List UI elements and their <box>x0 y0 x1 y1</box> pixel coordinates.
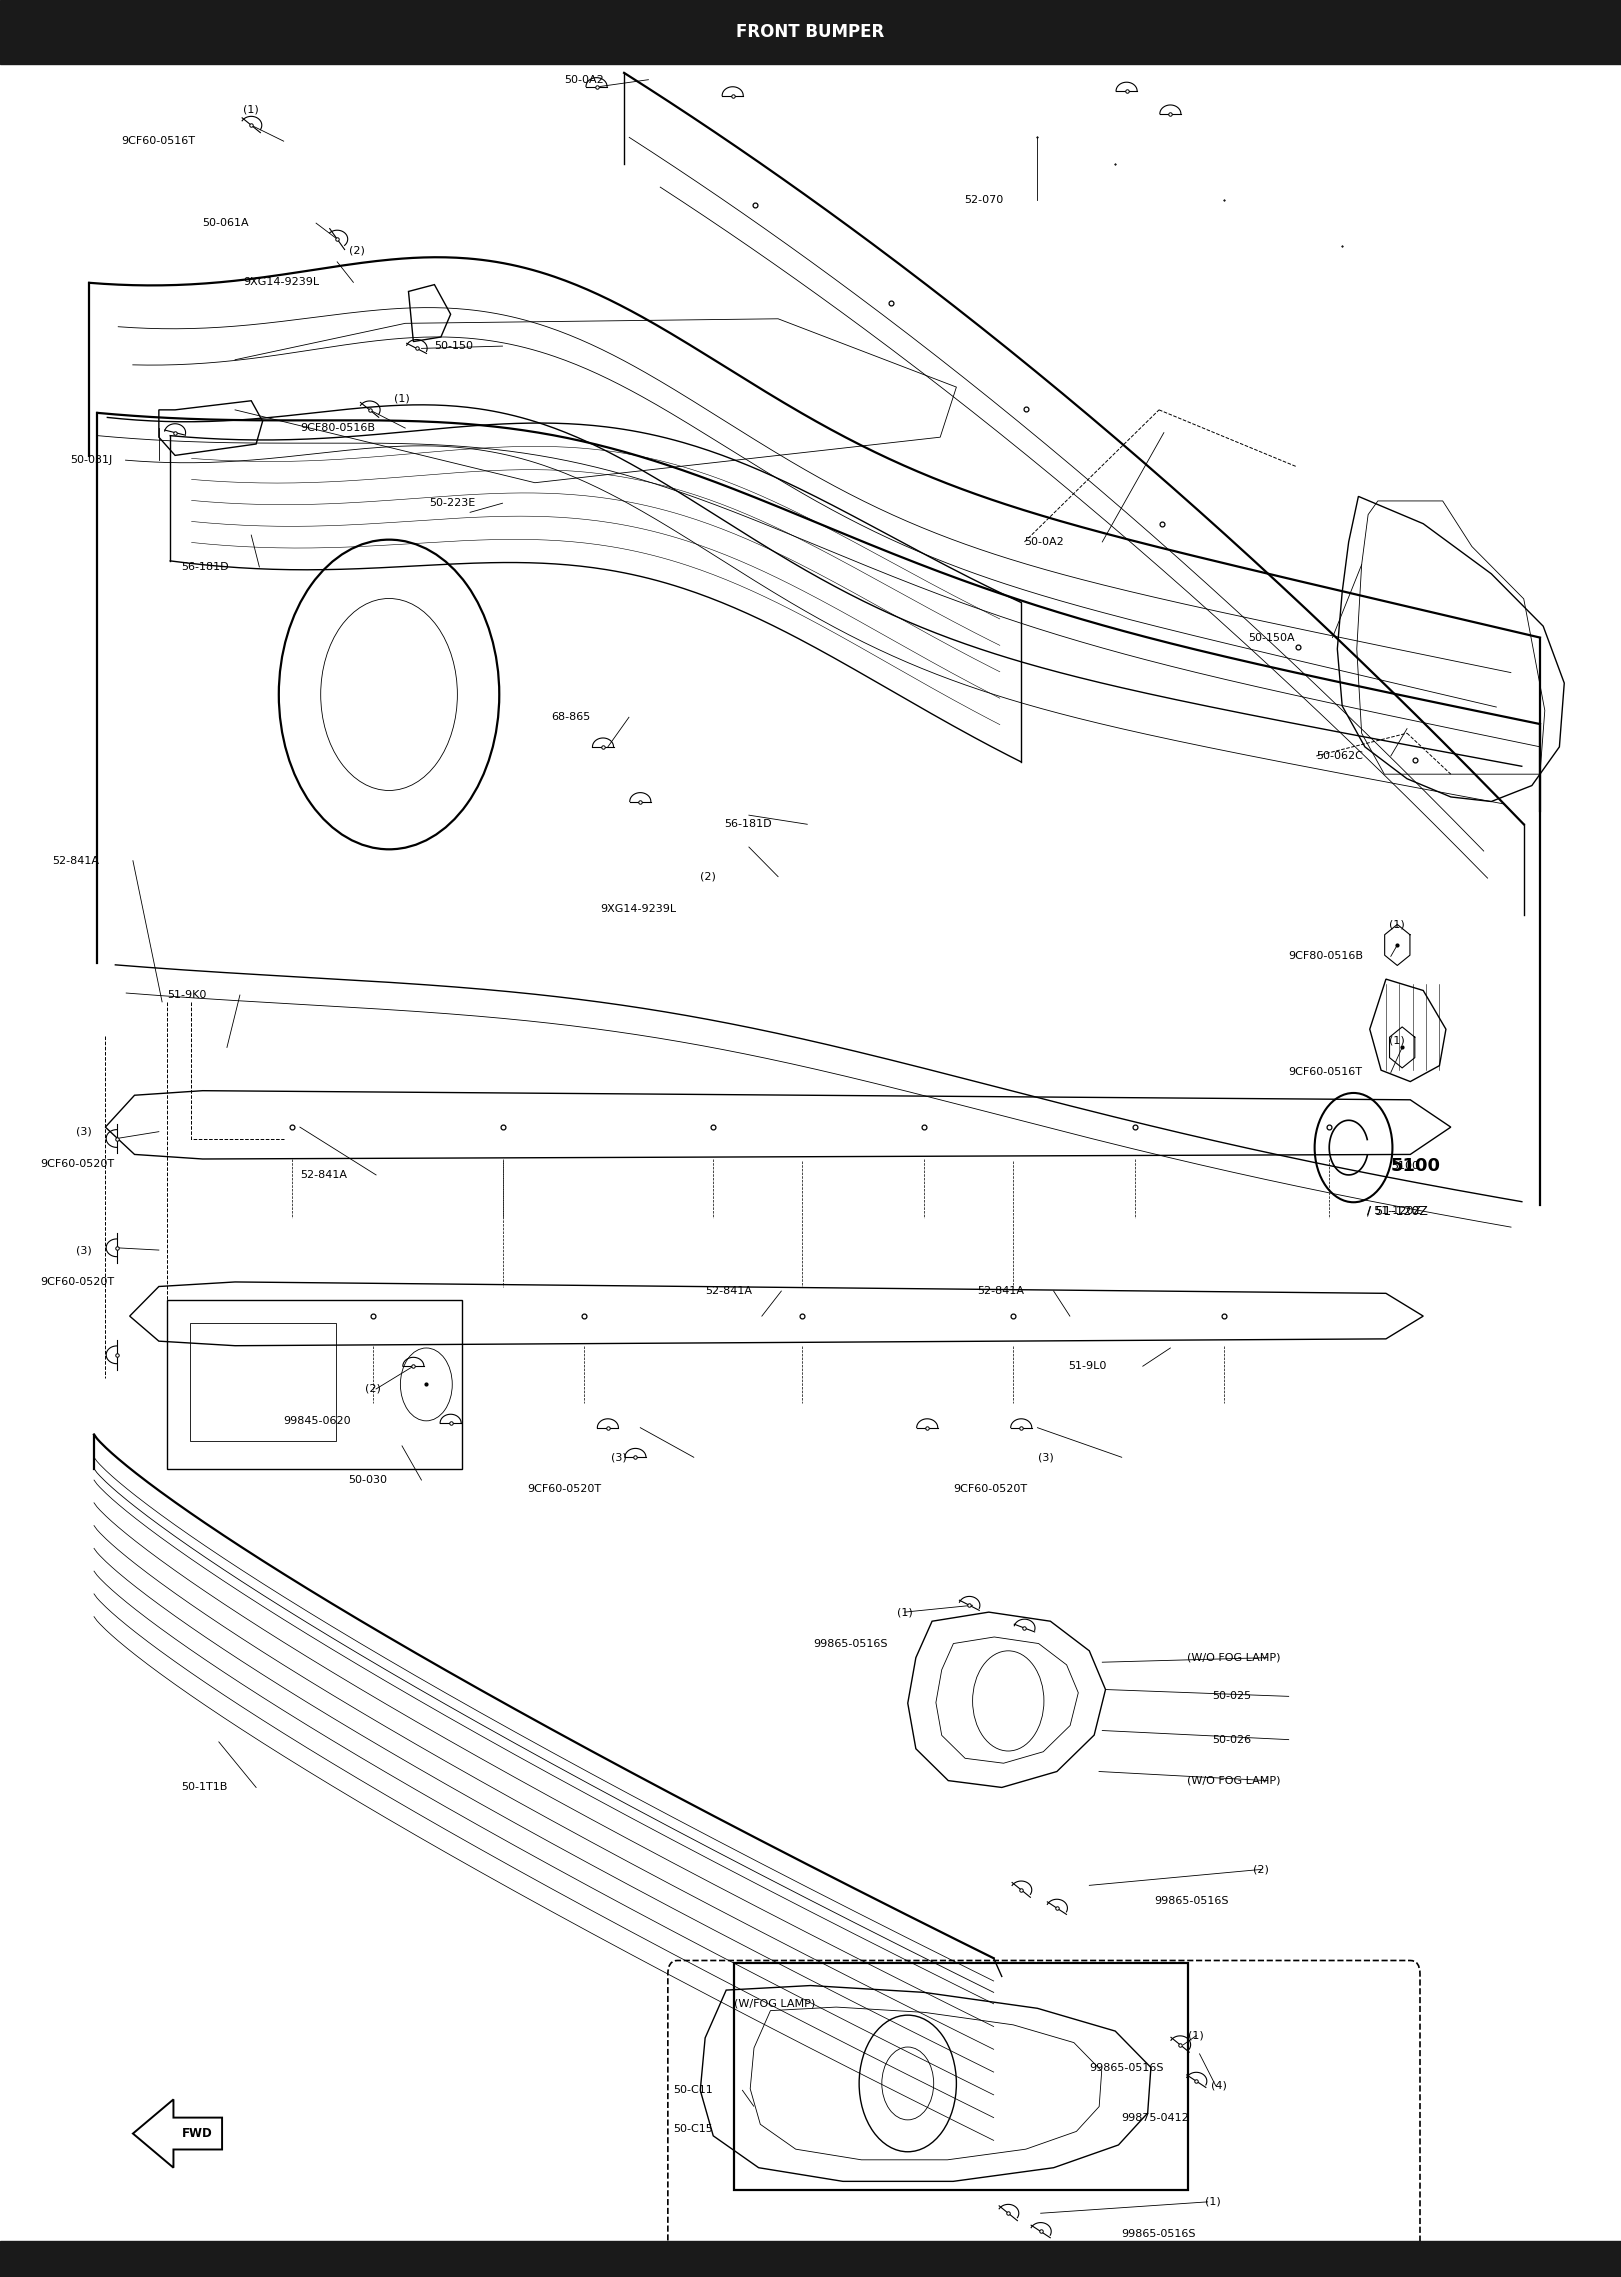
Text: 50-150A: 50-150A <box>1248 633 1295 642</box>
Text: (1): (1) <box>1188 2031 1204 2040</box>
Text: (W/O FOG LAMP): (W/O FOG LAMP) <box>1187 1653 1281 1662</box>
Text: 9CF60-0516T: 9CF60-0516T <box>122 137 196 146</box>
Text: / 51-120Z: / 51-120Z <box>1367 1205 1428 1218</box>
Text: (2): (2) <box>349 246 365 255</box>
Text: 50-026: 50-026 <box>1213 1735 1251 1744</box>
Bar <box>167 1300 462 1469</box>
Text: 52-841A: 52-841A <box>52 856 99 865</box>
Text: 99865-0516S: 99865-0516S <box>1089 2063 1164 2072</box>
Bar <box>734 1963 1188 2190</box>
Text: 50-062C: 50-062C <box>1316 751 1363 761</box>
Text: 5100: 5100 <box>1391 1161 1418 1170</box>
Text: 50-025: 50-025 <box>1213 1692 1251 1701</box>
Text: (1): (1) <box>243 105 259 114</box>
Text: 52-841A: 52-841A <box>300 1170 347 1179</box>
Text: 50-150: 50-150 <box>434 342 473 351</box>
Text: (1): (1) <box>1389 1036 1405 1045</box>
Text: 50-223E: 50-223E <box>430 499 477 508</box>
Text: 50-0A2: 50-0A2 <box>1024 537 1065 546</box>
Text: 50-031J: 50-031J <box>70 455 112 465</box>
Text: 99875-0412: 99875-0412 <box>1122 2113 1190 2122</box>
Text: (W/FOG LAMP): (W/FOG LAMP) <box>734 1999 815 2008</box>
Text: FRONT BUMPER: FRONT BUMPER <box>736 23 885 41</box>
Text: / 51-120Z: / 51-120Z <box>1367 1207 1420 1216</box>
Text: 52-070: 52-070 <box>964 196 1003 205</box>
Text: 9XG14-9239L: 9XG14-9239L <box>243 278 319 287</box>
Text: 9CF80-0516B: 9CF80-0516B <box>1289 952 1363 961</box>
Text: (1): (1) <box>1204 2197 1221 2206</box>
Bar <box>0 0 1621 64</box>
Bar <box>0 2241 1621 2277</box>
Text: (3): (3) <box>76 1127 92 1136</box>
Text: 52-841A: 52-841A <box>705 1287 752 1296</box>
Text: 56-181D: 56-181D <box>182 562 229 572</box>
Text: (4): (4) <box>1211 2081 1227 2090</box>
Text: (3): (3) <box>611 1453 627 1462</box>
Text: 5100: 5100 <box>1391 1157 1441 1175</box>
Text: 50-C11: 50-C11 <box>673 2086 713 2095</box>
Text: 50-C15: 50-C15 <box>673 2124 713 2134</box>
Text: 99845-0620: 99845-0620 <box>284 1416 352 1425</box>
Text: 99865-0516S: 99865-0516S <box>1154 1897 1229 1906</box>
Text: (2): (2) <box>1253 1865 1269 1874</box>
Text: (2): (2) <box>700 872 716 881</box>
Text: 99865-0516S: 99865-0516S <box>814 1639 888 1649</box>
Text: 56-181D: 56-181D <box>725 820 772 829</box>
Text: 9XG14-9239L: 9XG14-9239L <box>600 904 676 913</box>
Text: (W/O FOG LAMP): (W/O FOG LAMP) <box>1187 1776 1281 1785</box>
Text: (1): (1) <box>896 1608 913 1617</box>
Bar <box>190 1323 336 1441</box>
Text: 51-9K0: 51-9K0 <box>167 990 206 1000</box>
Text: 9CF60-0520T: 9CF60-0520T <box>527 1485 601 1494</box>
Text: (1): (1) <box>394 394 410 403</box>
Text: 9CF60-0520T: 9CF60-0520T <box>41 1159 115 1168</box>
Text: 51-9L0: 51-9L0 <box>1068 1362 1107 1371</box>
Text: 9CF60-0520T: 9CF60-0520T <box>953 1485 1028 1494</box>
Text: (1): (1) <box>1389 920 1405 929</box>
Text: 50-1T1B: 50-1T1B <box>182 1783 229 1792</box>
Text: (3): (3) <box>1037 1453 1054 1462</box>
Text: 99865-0516S: 99865-0516S <box>1122 2229 1196 2238</box>
Text: 50-0A2: 50-0A2 <box>564 75 605 84</box>
Text: 9CF60-0520T: 9CF60-0520T <box>41 1277 115 1287</box>
Text: 9CF80-0516B: 9CF80-0516B <box>300 424 374 433</box>
Text: FWD: FWD <box>182 2127 212 2140</box>
Text: 52-841A: 52-841A <box>977 1287 1024 1296</box>
Text: 68-865: 68-865 <box>551 713 590 722</box>
Text: 50-030: 50-030 <box>349 1475 387 1485</box>
Text: (2): (2) <box>365 1384 381 1394</box>
Text: 50-061A: 50-061A <box>203 219 250 228</box>
Text: (3): (3) <box>76 1246 92 1255</box>
Text: 9CF60-0516T: 9CF60-0516T <box>1289 1068 1363 1077</box>
